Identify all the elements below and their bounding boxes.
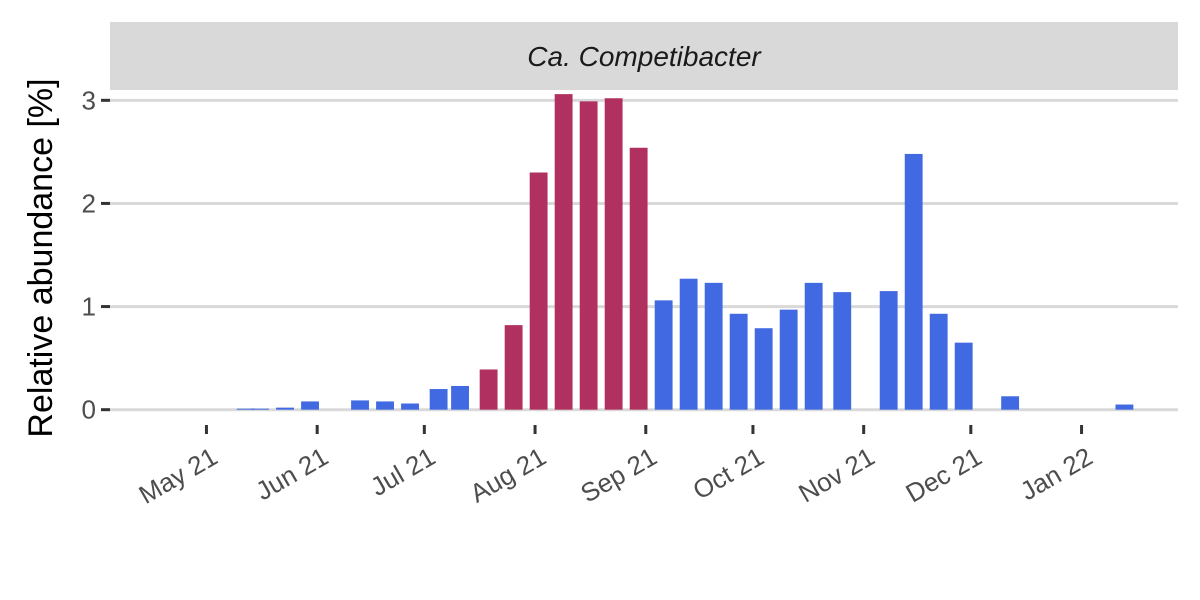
bar: [779, 309, 798, 410]
x-tick-label: Nov 21: [793, 441, 879, 508]
bar: [276, 407, 294, 410]
bar: [1001, 396, 1020, 410]
y-tick-label: 1: [82, 292, 96, 322]
y-tick-label: 3: [82, 85, 96, 115]
bar: [554, 94, 573, 410]
bar: [879, 291, 898, 410]
bar: [429, 389, 448, 410]
bar: [679, 278, 698, 410]
x-tick-label: Jun 21: [251, 441, 334, 506]
x-tick-label: Dec 21: [900, 441, 986, 508]
bar: [754, 328, 773, 410]
x-tick-label: Jul 21: [365, 441, 440, 502]
bars: [236, 94, 1134, 410]
bar: [479, 369, 498, 410]
bar: [236, 408, 255, 410]
panel-strip: [110, 22, 1178, 90]
bar: [654, 300, 673, 410]
x-tick-label: Sep 21: [575, 441, 661, 508]
bar: [954, 342, 973, 410]
bar: [529, 172, 548, 410]
y-tick-label: 2: [82, 188, 96, 218]
panel-title: Ca. Competibacter: [527, 41, 762, 72]
x-tick-label: Jan 22: [1015, 441, 1098, 506]
y-axis-title: Relative abundance [%]: [22, 78, 60, 437]
y-axis: 0 1 2 3: [82, 85, 110, 425]
bar: [729, 313, 748, 410]
bar: [804, 282, 823, 410]
bar: [251, 408, 269, 410]
bar: [833, 292, 852, 410]
bar: [451, 385, 469, 410]
bar: [579, 101, 598, 410]
bar: [504, 325, 523, 410]
bar: [604, 98, 623, 410]
bar: [704, 282, 723, 410]
x-tick-label: Oct 21: [688, 441, 769, 505]
bar: [929, 313, 948, 410]
bar: [1115, 404, 1134, 410]
x-tick-label: May 21: [134, 441, 223, 510]
x-axis: May 21 Jun 21 Jul 21 Aug 21 Sep 21 Oct 21 Nov …: [134, 425, 1098, 510]
x-tick-label: Aug 21: [465, 441, 551, 508]
bar: [401, 403, 419, 410]
bar: [351, 400, 369, 410]
bar: [629, 147, 648, 410]
bar: [904, 153, 923, 410]
y-tick-label: 0: [82, 395, 96, 425]
bar: [376, 401, 394, 410]
bar: [301, 401, 319, 410]
